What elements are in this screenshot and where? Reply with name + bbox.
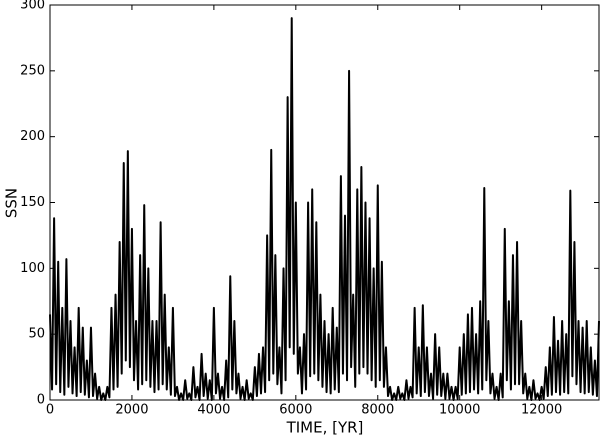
- x-tick-label: 10000: [439, 403, 480, 418]
- x-tick-label: 8000: [361, 403, 394, 418]
- x-tick-label: 2000: [115, 403, 148, 418]
- y-tick-label: 100: [20, 261, 45, 276]
- data-line: [49, 17, 600, 401]
- x-tick-label: 0: [46, 403, 54, 418]
- y-axis-label: SSN: [3, 188, 21, 218]
- x-axis-label: TIME, [YR]: [286, 419, 364, 437]
- y-tick-label: 250: [20, 63, 45, 78]
- y-tick-label: 150: [20, 195, 45, 210]
- x-tick-label: 6000: [279, 403, 312, 418]
- x-tick-label: 4000: [197, 403, 230, 418]
- y-tick-label: 0: [37, 393, 45, 408]
- y-tick-label: 50: [28, 327, 45, 342]
- y-tick-label: 200: [20, 129, 45, 144]
- x-tick-label: 12000: [521, 403, 562, 418]
- y-tick-label: 300: [20, 0, 45, 13]
